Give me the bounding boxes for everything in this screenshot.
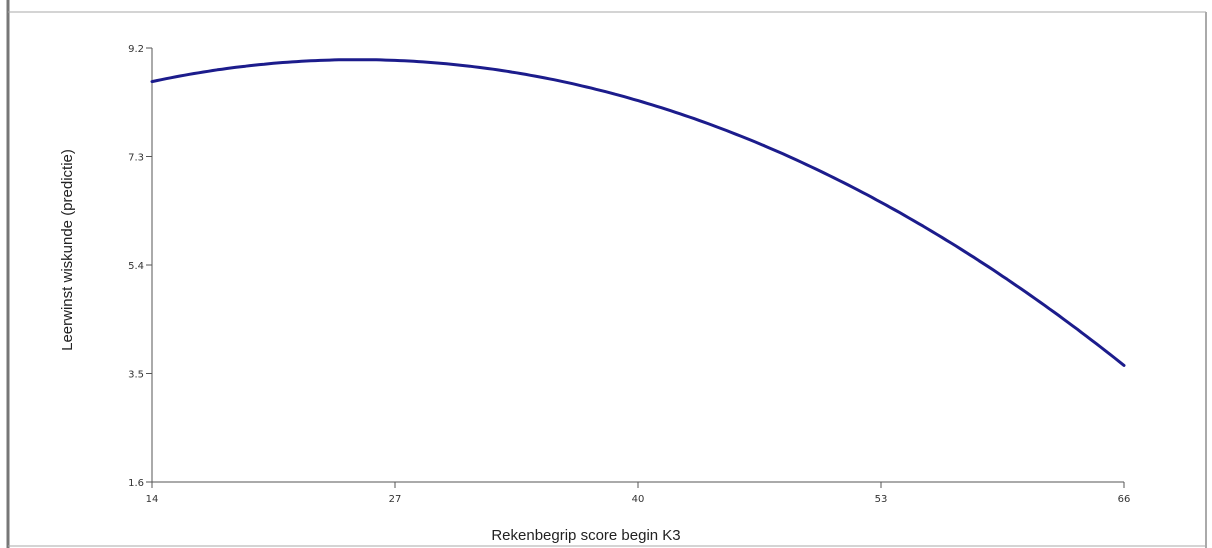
- y-tick-label: 9.2: [128, 44, 144, 55]
- x-tick-label: 66: [1118, 494, 1131, 505]
- x-tick-label: 14: [146, 494, 159, 505]
- series-line: [150, 58, 1126, 367]
- x-axis-title: Rekenbegrip score begin K3: [491, 527, 680, 544]
- y-axis-ticks: 9.2 7.3 5.4 3.5 1.6: [128, 44, 152, 489]
- x-tick-label: 40: [632, 494, 645, 505]
- y-tick-label: 3.5: [128, 370, 144, 381]
- series-layer: [150, 58, 1126, 367]
- y-tick-label: 1.6: [128, 478, 144, 489]
- x-tick-label: 53: [875, 494, 888, 505]
- x-axis-ticks: 14 27 40 53 66: [146, 482, 1131, 505]
- y-axis-title: Leerwinst wiskunde (predictie): [59, 149, 76, 351]
- x-tick-label: 27: [389, 494, 402, 505]
- y-tick-label: 5.4: [128, 261, 144, 272]
- y-tick-label: 7.3: [128, 153, 144, 164]
